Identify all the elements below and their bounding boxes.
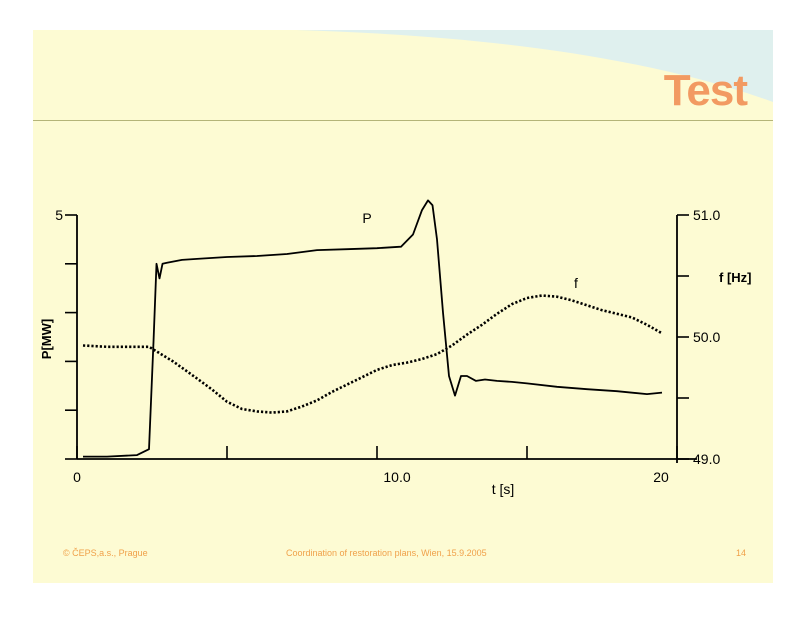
chart-axes — [65, 214, 697, 463]
y-axis-right-label: f [Hz] — [719, 270, 752, 285]
header-rule — [33, 120, 773, 121]
chart-series — [82, 199, 663, 458]
y-left-tick-label: 5 — [55, 207, 63, 223]
series-label-P: P — [362, 210, 371, 226]
y-right-tick-label: 51.0 — [693, 207, 720, 223]
y-axis-left-label: P[MW] — [39, 319, 54, 359]
x-tick-label: 0 — [73, 469, 81, 485]
x-tick-label: 20 — [653, 469, 669, 485]
chart-labels: 5 49.0 50.0 51.0 0 10.0 20 t [s] P[MW] f [Hz] Pf — [39, 207, 752, 497]
x-axis-label: t [s] — [492, 481, 515, 497]
slide: Test 5 49.0 50.0 51.0 0 10.0 20 t [s] P[MW] f [Hz… — [33, 30, 773, 583]
series-label-f: f — [574, 275, 578, 291]
footer-copyright: © ČEPS,a.s., Prague — [63, 548, 148, 558]
slide-title: Test — [663, 66, 748, 115]
series-line-f — [82, 294, 663, 414]
series-line-P — [83, 199, 663, 458]
chart: 5 49.0 50.0 51.0 0 10.0 20 t [s] P[MW] f [Hz] Pf — [39, 199, 752, 497]
header-banner — [33, 30, 773, 102]
x-tick-label: 10.0 — [383, 469, 410, 485]
footer-event: Coordination of restoration plans, Wien,… — [286, 548, 487, 558]
y-right-tick-label: 50.0 — [693, 329, 720, 345]
y-right-tick-label: 49.0 — [693, 451, 720, 467]
page-number: 14 — [735, 548, 746, 558]
